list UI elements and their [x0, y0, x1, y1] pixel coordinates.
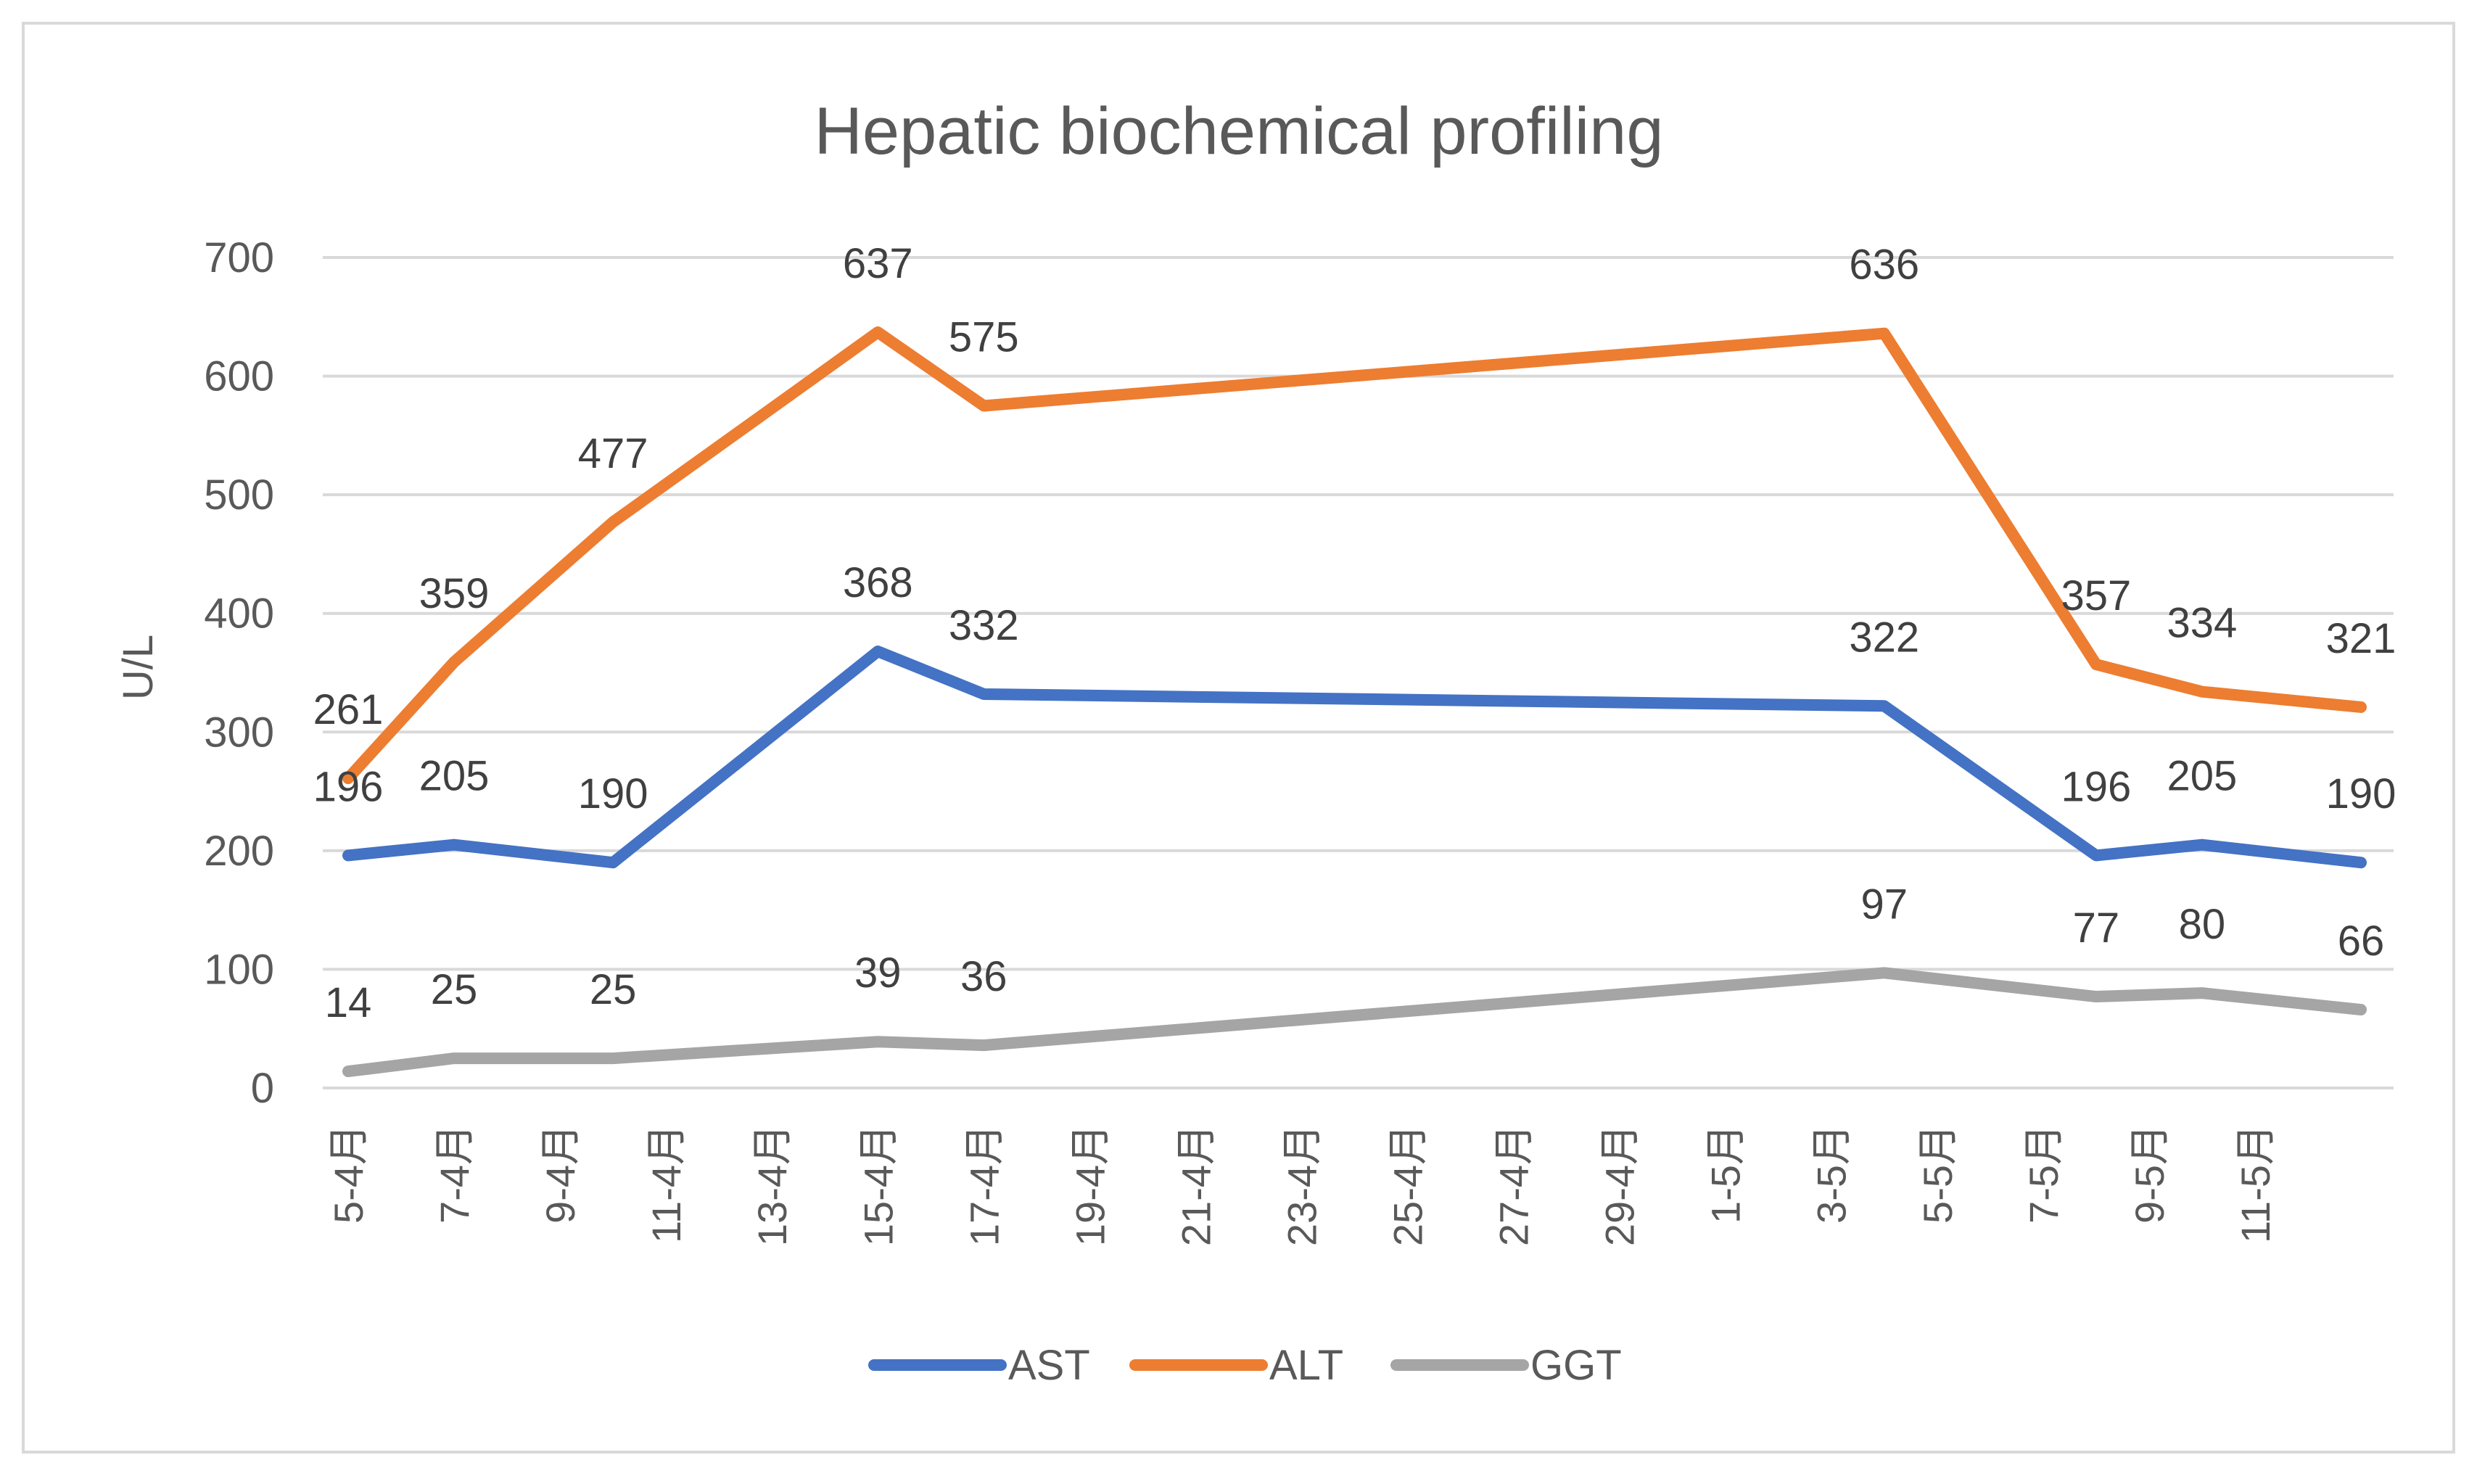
series-line-alt: [342, 326, 2367, 785]
data-label-alt: 636: [1849, 242, 1919, 289]
y-tick-label: 600: [204, 353, 274, 400]
x-tick-label: 9-5月: [2127, 1124, 2172, 1224]
y-tick-label: 500: [204, 471, 274, 519]
data-label-ast: 205: [419, 753, 490, 800]
data-label-ggt: 25: [431, 966, 478, 1013]
x-tick-label: 15-4月: [855, 1124, 901, 1246]
data-label-alt: 637: [843, 240, 913, 287]
legend-label-ggt: GGT: [1530, 1342, 1622, 1389]
x-tick-label: 1-5月: [1703, 1124, 1749, 1224]
x-tick-label: 5-4月: [326, 1124, 371, 1224]
data-label-ggt: 97: [1861, 881, 1908, 928]
x-tick-label: 17-4月: [961, 1124, 1007, 1246]
x-tick-label: 23-4月: [1279, 1124, 1324, 1246]
data-label-alt: 357: [2061, 572, 2131, 619]
data-label-ast: 332: [949, 602, 1019, 649]
x-tick-label: 11-4月: [643, 1124, 689, 1243]
data-label-ggt: 39: [854, 949, 902, 997]
data-label-ggt: 80: [2179, 901, 2226, 948]
data-label-ggt: 14: [325, 979, 372, 1026]
x-tick-label: 21-4月: [1173, 1124, 1219, 1246]
data-label-ast: 190: [2326, 770, 2396, 817]
data-label-alt: 477: [578, 430, 648, 477]
y-tick-label: 300: [204, 709, 274, 756]
x-tick-label: 7-5月: [2021, 1124, 2066, 1224]
series-line-ggt: [342, 967, 2367, 1078]
data-label-ast: 196: [313, 763, 384, 810]
data-label-ast: 196: [2061, 763, 2131, 810]
y-tick-label: 0: [251, 1065, 274, 1112]
data-label-ast: 190: [578, 770, 648, 817]
data-label-alt: 321: [2326, 615, 2396, 662]
y-tick-label: 700: [204, 234, 274, 281]
chart-border: [22, 22, 2455, 1454]
x-tick-label: 7-4月: [432, 1124, 477, 1224]
y-tick-label: 200: [204, 828, 274, 875]
x-tick-label: 5-5月: [1915, 1124, 1961, 1224]
x-tick-label: 27-4月: [1491, 1124, 1537, 1246]
data-label-ggt: 36: [960, 953, 1007, 1000]
y-axis-label: U/L: [115, 635, 162, 700]
x-tick-label: 25-4月: [1385, 1124, 1431, 1246]
data-label-ggt: 77: [2073, 904, 2120, 952]
x-tick-label: 19-4月: [1067, 1124, 1113, 1246]
x-tick-label: 13-4月: [749, 1124, 795, 1246]
y-tick-label: 100: [204, 946, 274, 993]
x-tick-label: 11-5月: [2233, 1124, 2278, 1243]
x-tick-label: 3-5月: [1809, 1124, 1855, 1224]
data-label-ggt: 25: [590, 966, 637, 1013]
data-label-ggt: 66: [2338, 918, 2385, 965]
y-tick-label: 400: [204, 590, 274, 638]
series-line-ast: [342, 646, 2367, 869]
x-tick-label: 29-4月: [1597, 1124, 1643, 1246]
data-label-alt: 359: [419, 570, 490, 617]
data-label-ast: 368: [843, 559, 913, 606]
data-label-alt: 261: [313, 686, 384, 733]
data-label-alt: 334: [2167, 600, 2238, 647]
x-tick-label: 9-4月: [537, 1124, 583, 1224]
legend-label-ast: AST: [1008, 1342, 1090, 1389]
data-label-ast: 322: [1849, 614, 1919, 661]
data-label-ast: 205: [2167, 753, 2238, 800]
data-label-alt: 575: [949, 313, 1019, 360]
legend-label-alt: ALT: [1269, 1342, 1343, 1389]
chart-title: Hepatic biochemical profiling: [814, 94, 1663, 168]
